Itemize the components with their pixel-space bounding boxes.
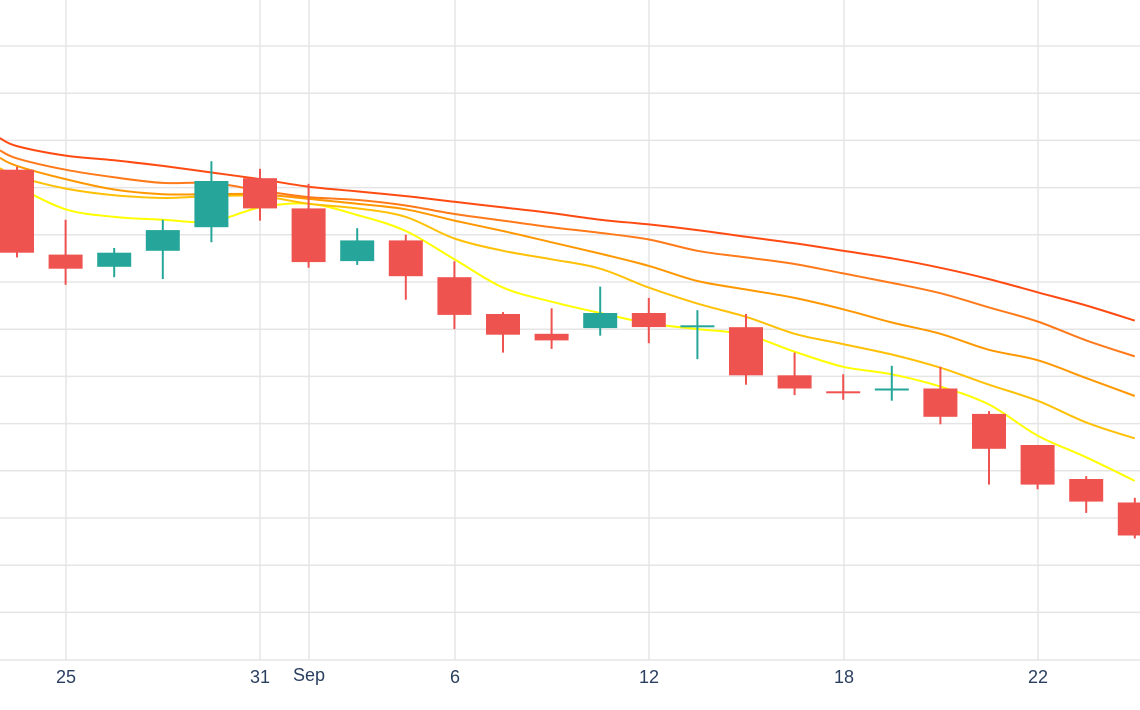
candle-increasing xyxy=(583,286,618,336)
x-axis: 25 31 Sep 6 12 18 22 xyxy=(56,665,1048,687)
candle-body xyxy=(340,240,375,262)
candle-body xyxy=(437,277,472,315)
candle-body xyxy=(48,254,83,269)
x-tick-label: Sep xyxy=(293,665,325,685)
candle-increasing xyxy=(97,248,132,278)
candle-increasing xyxy=(194,161,229,243)
candle-decreasing xyxy=(534,308,569,349)
candle-body xyxy=(243,178,277,209)
candle-body xyxy=(291,208,326,263)
moving-average-line xyxy=(0,157,1136,397)
candle-body xyxy=(1020,445,1055,485)
candle-decreasing xyxy=(0,166,34,258)
candle-body xyxy=(486,314,520,335)
candle-body xyxy=(1117,502,1140,536)
candle-decreasing xyxy=(631,297,666,344)
candle-decreasing xyxy=(243,168,277,221)
candle-decreasing xyxy=(1020,445,1055,490)
candle-decreasing xyxy=(388,234,423,300)
candle-body xyxy=(874,388,909,391)
candle-body xyxy=(583,313,618,329)
candle-body xyxy=(194,181,229,228)
candle-decreasing xyxy=(826,374,861,400)
candle-increasing xyxy=(680,310,715,360)
candle-decreasing xyxy=(1117,497,1140,539)
candle-body xyxy=(631,313,666,328)
moving-average-lines xyxy=(0,137,1136,482)
x-tick-label: 22 xyxy=(1028,667,1048,687)
x-tick-label: 12 xyxy=(639,667,659,687)
candle-decreasing xyxy=(486,312,520,353)
candles xyxy=(0,161,1140,539)
candle-decreasing xyxy=(972,411,1006,485)
x-tick-label: 31 xyxy=(250,667,270,687)
candle-body xyxy=(680,325,715,328)
candle-body xyxy=(777,375,812,389)
moving-average-line xyxy=(0,167,1136,440)
x-tick-label: 6 xyxy=(450,667,460,687)
x-tick-label: 18 xyxy=(834,667,854,687)
moving-average-line xyxy=(0,149,1136,358)
candle-decreasing xyxy=(923,366,958,425)
candle-increasing xyxy=(145,219,180,280)
candle-body xyxy=(97,252,132,267)
candle-body xyxy=(972,413,1006,449)
candle-body xyxy=(534,333,569,341)
candle-decreasing xyxy=(437,261,472,330)
grid-lines xyxy=(0,0,1140,661)
candle-decreasing xyxy=(777,352,812,396)
candle-body xyxy=(1069,479,1104,502)
candle-body xyxy=(923,388,958,417)
candle-increasing xyxy=(340,228,375,265)
candle-body xyxy=(0,169,34,253)
candle-decreasing xyxy=(1069,476,1104,513)
candle-decreasing xyxy=(729,314,763,385)
candle-body xyxy=(826,391,861,394)
candle-body xyxy=(145,230,180,251)
candle-body xyxy=(388,240,423,277)
candle-body xyxy=(729,327,763,376)
candle-decreasing xyxy=(291,183,326,268)
candle-increasing xyxy=(874,365,909,401)
candle-decreasing xyxy=(48,219,83,285)
x-tick-label: 25 xyxy=(56,667,76,687)
moving-average-line xyxy=(0,137,1136,322)
